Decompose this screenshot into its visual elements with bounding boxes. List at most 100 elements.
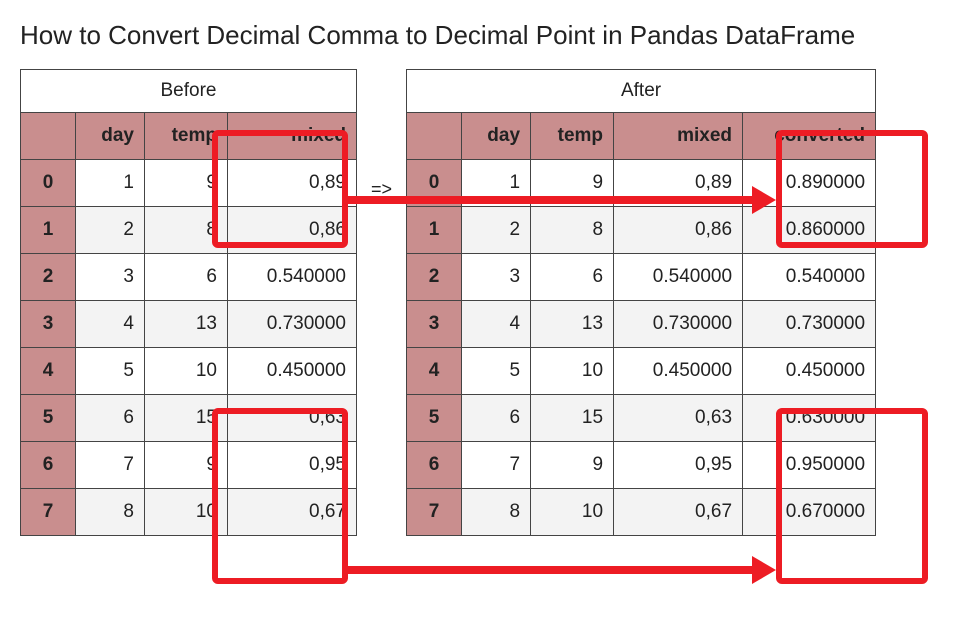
cell-converted: 0.950000 xyxy=(743,442,876,489)
before-corner xyxy=(21,113,76,160)
table-row: 45100.4500000.450000 xyxy=(407,348,876,395)
cell-day: 6 xyxy=(462,395,531,442)
cell-day: 8 xyxy=(462,489,531,536)
cell-mixed: 0,67 xyxy=(614,489,743,536)
cell-day: 3 xyxy=(462,254,531,301)
cell-day: 4 xyxy=(76,301,145,348)
cell-mixed: 0.540000 xyxy=(228,254,357,301)
table-row: 56150,630.630000 xyxy=(407,395,876,442)
cell-mixed: 0,63 xyxy=(614,395,743,442)
arrow-between: => xyxy=(357,179,406,200)
cell-mixed: 0.450000 xyxy=(614,348,743,395)
cell-day: 1 xyxy=(76,160,145,207)
cell-mixed: 0,95 xyxy=(228,442,357,489)
cell-temp: 15 xyxy=(531,395,614,442)
row-index: 6 xyxy=(407,442,462,489)
table-row: 78100,67 xyxy=(21,489,357,536)
row-index: 3 xyxy=(21,301,76,348)
row-index: 4 xyxy=(21,348,76,395)
cell-converted: 0.860000 xyxy=(743,207,876,254)
cell-mixed: 0,86 xyxy=(614,207,743,254)
cell-day: 7 xyxy=(76,442,145,489)
row-index: 0 xyxy=(407,160,462,207)
row-index: 7 xyxy=(21,489,76,536)
table-row: 0190,890.890000 xyxy=(407,160,876,207)
after-col-mixed: mixed xyxy=(614,113,743,160)
row-index: 3 xyxy=(407,301,462,348)
arrow-bottom xyxy=(348,566,752,574)
cell-converted: 0.450000 xyxy=(743,348,876,395)
cell-day: 8 xyxy=(76,489,145,536)
cell-converted: 0.890000 xyxy=(743,160,876,207)
before-col-day: day xyxy=(76,113,145,160)
cell-temp: 13 xyxy=(145,301,228,348)
cell-temp: 10 xyxy=(531,348,614,395)
cell-mixed: 0,63 xyxy=(228,395,357,442)
table-row: 34130.7300000.730000 xyxy=(407,301,876,348)
cell-temp: 9 xyxy=(145,442,228,489)
table-row: 6790,95 xyxy=(21,442,357,489)
table-row: 56150,63 xyxy=(21,395,357,442)
cell-mixed: 0.450000 xyxy=(228,348,357,395)
table-row: 2360.5400000.540000 xyxy=(407,254,876,301)
cell-day: 2 xyxy=(462,207,531,254)
cell-temp: 9 xyxy=(145,160,228,207)
row-index: 2 xyxy=(407,254,462,301)
cell-temp: 9 xyxy=(531,160,614,207)
cell-temp: 8 xyxy=(531,207,614,254)
page-title: How to Convert Decimal Comma to Decimal … xyxy=(20,20,954,51)
row-index: 1 xyxy=(407,207,462,254)
row-index: 5 xyxy=(407,395,462,442)
row-index: 5 xyxy=(21,395,76,442)
cell-mixed: 0,86 xyxy=(228,207,357,254)
table-row: 2360.540000 xyxy=(21,254,357,301)
cell-converted: 0.630000 xyxy=(743,395,876,442)
cell-mixed: 0,89 xyxy=(614,160,743,207)
table-row: 1280,860.860000 xyxy=(407,207,876,254)
table-row: 34130.730000 xyxy=(21,301,357,348)
tables-container: Before day temp mixed 0190,891280,862360… xyxy=(20,69,954,536)
cell-temp: 13 xyxy=(531,301,614,348)
cell-day: 5 xyxy=(76,348,145,395)
table-row: 45100.450000 xyxy=(21,348,357,395)
cell-day: 3 xyxy=(76,254,145,301)
cell-temp: 10 xyxy=(531,489,614,536)
after-table: After day temp mixed converted 0190,890.… xyxy=(406,69,876,536)
after-col-temp: temp xyxy=(531,113,614,160)
cell-day: 1 xyxy=(462,160,531,207)
before-title: Before xyxy=(21,70,357,113)
cell-day: 6 xyxy=(76,395,145,442)
after-title: After xyxy=(407,70,876,113)
cell-day: 5 xyxy=(462,348,531,395)
cell-mixed: 0.730000 xyxy=(228,301,357,348)
row-index: 4 xyxy=(407,348,462,395)
cell-mixed: 0,89 xyxy=(228,160,357,207)
cell-mixed: 0,67 xyxy=(228,489,357,536)
cell-converted: 0.670000 xyxy=(743,489,876,536)
after-col-converted: converted xyxy=(743,113,876,160)
cell-temp: 10 xyxy=(145,348,228,395)
before-col-mixed: mixed xyxy=(228,113,357,160)
cell-temp: 6 xyxy=(145,254,228,301)
cell-temp: 10 xyxy=(145,489,228,536)
cell-mixed: 0,95 xyxy=(614,442,743,489)
table-row: 6790,950.950000 xyxy=(407,442,876,489)
before-table: Before day temp mixed 0190,891280,862360… xyxy=(20,69,357,536)
row-index: 0 xyxy=(21,160,76,207)
table-row: 1280,86 xyxy=(21,207,357,254)
cell-temp: 6 xyxy=(531,254,614,301)
row-index: 2 xyxy=(21,254,76,301)
cell-temp: 9 xyxy=(531,442,614,489)
cell-mixed: 0.540000 xyxy=(614,254,743,301)
cell-day: 2 xyxy=(76,207,145,254)
row-index: 6 xyxy=(21,442,76,489)
before-col-temp: temp xyxy=(145,113,228,160)
arrow-bottom-head xyxy=(752,556,776,584)
after-col-day: day xyxy=(462,113,531,160)
cell-day: 4 xyxy=(462,301,531,348)
cell-temp: 15 xyxy=(145,395,228,442)
cell-day: 7 xyxy=(462,442,531,489)
cell-converted: 0.730000 xyxy=(743,301,876,348)
after-corner xyxy=(407,113,462,160)
row-index: 7 xyxy=(407,489,462,536)
